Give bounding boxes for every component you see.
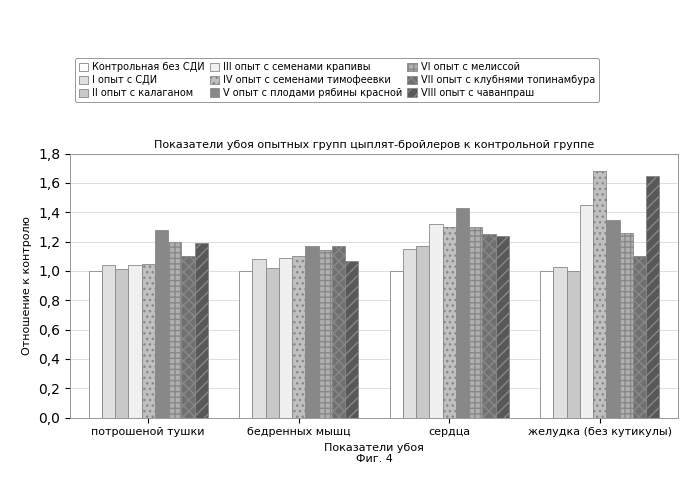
Bar [194, 243, 208, 418]
Bar [442, 227, 456, 418]
Bar [292, 256, 305, 418]
Bar [142, 264, 154, 418]
Bar [89, 271, 102, 418]
Bar [593, 171, 606, 418]
Bar [389, 271, 403, 418]
Bar [482, 234, 496, 418]
X-axis label: Показатели убоя
Фиг. 4: Показатели убоя Фиг. 4 [324, 443, 424, 465]
Bar [319, 251, 332, 418]
Bar [168, 241, 181, 418]
Bar [646, 176, 659, 418]
Legend: Контрольная без СДИ, I опыт с СДИ, II опыт с калаганом, III опыт с семенами крап: Контрольная без СДИ, I опыт с СДИ, II оп… [75, 58, 599, 102]
Bar [266, 268, 279, 418]
Bar [567, 271, 580, 418]
Bar [305, 246, 319, 418]
Bar [416, 246, 429, 418]
Bar [633, 256, 646, 418]
Bar [181, 256, 194, 418]
Title: Показатели убоя опытных групп цыплят-бройлеров к контрольной группе: Показатели убоя опытных групп цыплят-бро… [154, 140, 594, 150]
Bar [456, 208, 469, 418]
Bar [496, 236, 509, 418]
Bar [469, 227, 482, 418]
Bar [345, 261, 359, 418]
Bar [279, 258, 292, 418]
Bar [252, 259, 266, 418]
Bar [102, 265, 115, 418]
Y-axis label: Отношение к контролю: Отношение к контролю [22, 216, 32, 355]
Bar [332, 246, 345, 418]
Bar [403, 249, 416, 418]
Bar [239, 271, 252, 418]
Bar [154, 230, 168, 418]
Bar [580, 205, 593, 418]
Bar [115, 269, 129, 418]
Bar [429, 224, 442, 418]
Bar [606, 219, 619, 418]
Bar [129, 265, 142, 418]
Bar [554, 266, 567, 418]
Bar [540, 271, 554, 418]
Bar [619, 233, 633, 418]
